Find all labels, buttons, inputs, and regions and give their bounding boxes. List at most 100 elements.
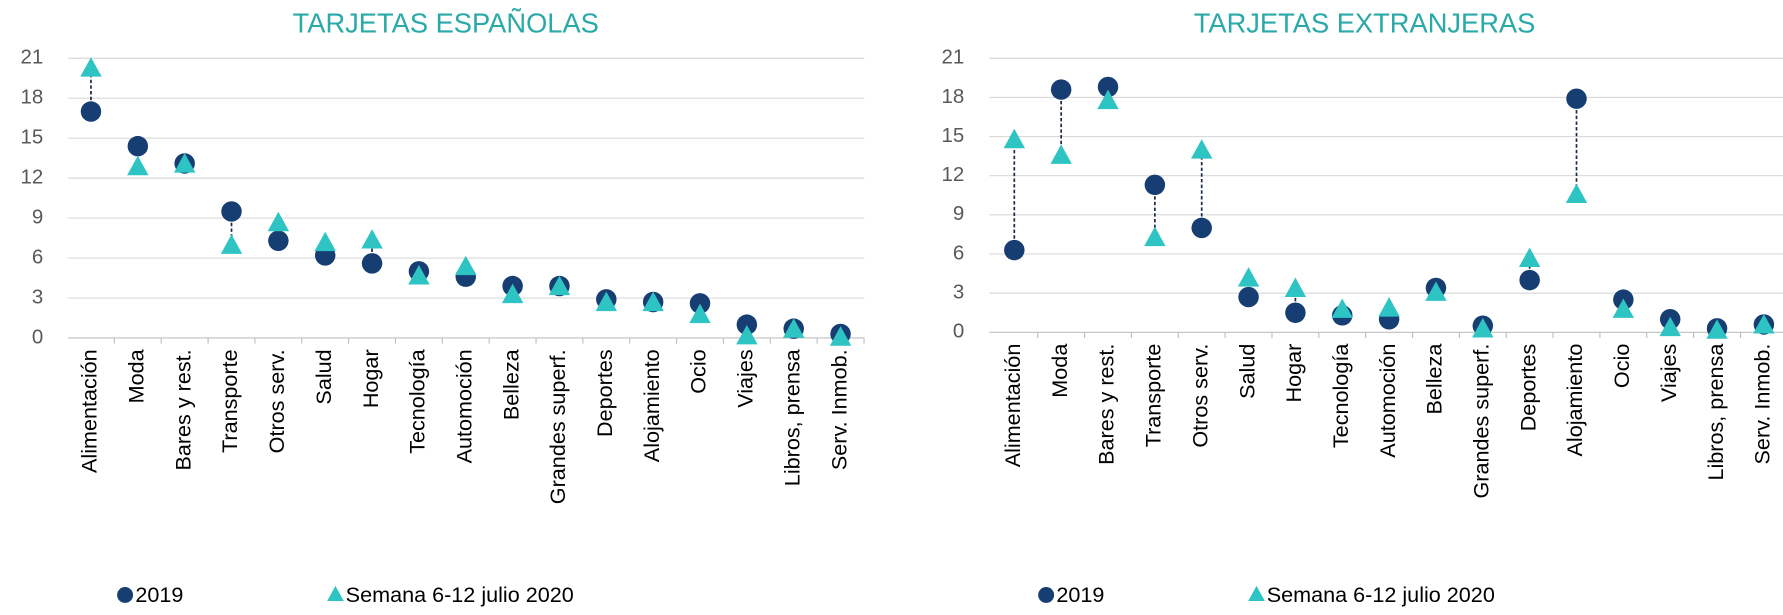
chart-title: TARJETAS EXTRANJERAS [1194,7,1536,38]
marker-2020 [1097,89,1119,110]
x-tick-label: Bares y rest. [1094,344,1119,465]
marker-2020 [220,234,243,254]
x-tick-label: Transporte [217,349,242,453]
marker-2020 [361,229,383,249]
marker-2020 [1050,144,1072,164]
chart: TARJETAS EXTRANJERAS 0 3 6 9 12 15 18 21 Alimenta… [942,7,1783,607]
x-tick-label: Belleza [498,348,523,420]
y-tick-label: 21 [942,46,965,69]
marker-2020 [1659,316,1681,337]
marker-2020 [1425,281,1447,301]
marker-2019 [268,230,289,251]
y-tick-label: 15 [942,124,965,147]
marker-2019 [361,253,383,274]
x-tick-label: Alimentación [77,349,102,473]
marker-2019 [1285,302,1306,323]
marker-2020 [1565,183,1588,204]
x-tick-label: Grandes superf. [545,349,570,504]
marker-2020 [595,291,618,312]
marker-2019 [736,314,758,335]
x-tick-label: Ocio [686,349,711,393]
x-tick-label: Otros serv. [264,349,289,453]
marker-2020 [80,57,102,77]
marker-2019 [1004,239,1025,261]
x-tick-label: Moda [124,348,149,403]
y-tick-label: 3 [32,285,43,308]
marker-2020 [408,265,430,285]
marker-2019 [1238,286,1259,308]
y-tick-label: 15 [20,126,43,149]
marker-2019 [1519,269,1540,291]
marker-2020 [689,303,711,324]
marker-2020 [1753,314,1775,334]
x-tick-label: Tecnología [1328,343,1353,448]
x-tick-label: Viajes [1656,343,1681,402]
y-tick-label: 6 [953,241,964,264]
marker-2019 [1566,88,1587,109]
y-tick-label: 12 [942,163,965,186]
marker-2019 [221,201,242,222]
y-tick-label: 18 [20,86,43,109]
x-tick-label: Moda [1047,343,1072,398]
marker-2020 [1248,585,1265,602]
x-tick-label: Automoción [451,349,476,463]
x-tick-label: Ocio [1609,344,1634,388]
x-tick-label: Libros, prensa [779,348,804,486]
x-tick-label: Serv. Inmob. [1750,344,1775,465]
marker-2020 [314,231,336,252]
marker-2020 [783,318,805,338]
y-tick-label: 18 [942,85,965,108]
marker-2020 [501,283,524,304]
marker-2019 [127,135,149,157]
x-tick-label: Automoción [1375,344,1400,458]
x-tick-label: Deportes [1515,343,1540,431]
x-tick-label: Alojamiento [1562,344,1587,457]
x-tick-label: Libros, prensa [1703,343,1728,481]
marker-2020 [548,275,571,296]
marker-2020 [127,155,149,176]
x-tick-label: Viajes [733,349,758,408]
marker-2020 [1706,319,1728,339]
marker-2019 [689,293,711,314]
marker-2020 [1144,226,1166,247]
marker-2020 [736,324,758,345]
y-tick-label: 9 [953,202,964,225]
marker-2020 [1331,298,1353,318]
x-tick-label: Grandes superf. [1469,344,1494,499]
x-tick-label: Serv. Inmob. [826,349,851,470]
x-tick-label: Salud [311,349,336,404]
marker-2020 [1237,267,1260,287]
x-tick-label: Deportes [592,349,617,437]
marker-2020 [267,211,290,232]
marker-2020 [1191,139,1213,159]
x-tick-label: Salud [1234,344,1259,399]
marker-2020 [173,153,196,173]
legend-label: 2019 [1056,582,1104,607]
marker-2019 [1097,76,1119,98]
legend-label: 2019 [135,582,183,607]
marker-2020 [1378,297,1400,317]
marker-2019 [80,101,102,122]
x-tick-label: Hogar [358,349,383,408]
x-tick-label: Transporte [1141,344,1166,448]
y-tick-label: 21 [20,46,43,69]
y-tick-label: 3 [953,281,964,304]
x-tick-label: Bares y rest. [170,349,195,470]
legend-label: Semana 6-12 julio 2020 [1267,582,1495,607]
marker-2020 [642,291,664,312]
marker-2020 [1472,318,1494,338]
chart: TARJETAS ESPAÑOLAS 0 3 6 9 12 15 18 21 Alimentaci… [20,7,865,607]
marker-2020 [455,255,477,276]
marker-2020 [327,585,344,602]
marker-2019 [1144,174,1166,196]
x-tick-label: Alimentación [1000,344,1025,468]
x-tick-label: Belleza [1422,343,1447,415]
marker-2020 [1003,128,1026,149]
marker-2020 [829,326,852,346]
y-tick-label: 0 [953,320,964,343]
legend-label: Semana 6-12 julio 2020 [346,582,574,607]
marker-2019 [1050,79,1072,100]
x-tick-label: Alojamiento [639,349,664,462]
y-tick-label: 0 [32,325,43,348]
